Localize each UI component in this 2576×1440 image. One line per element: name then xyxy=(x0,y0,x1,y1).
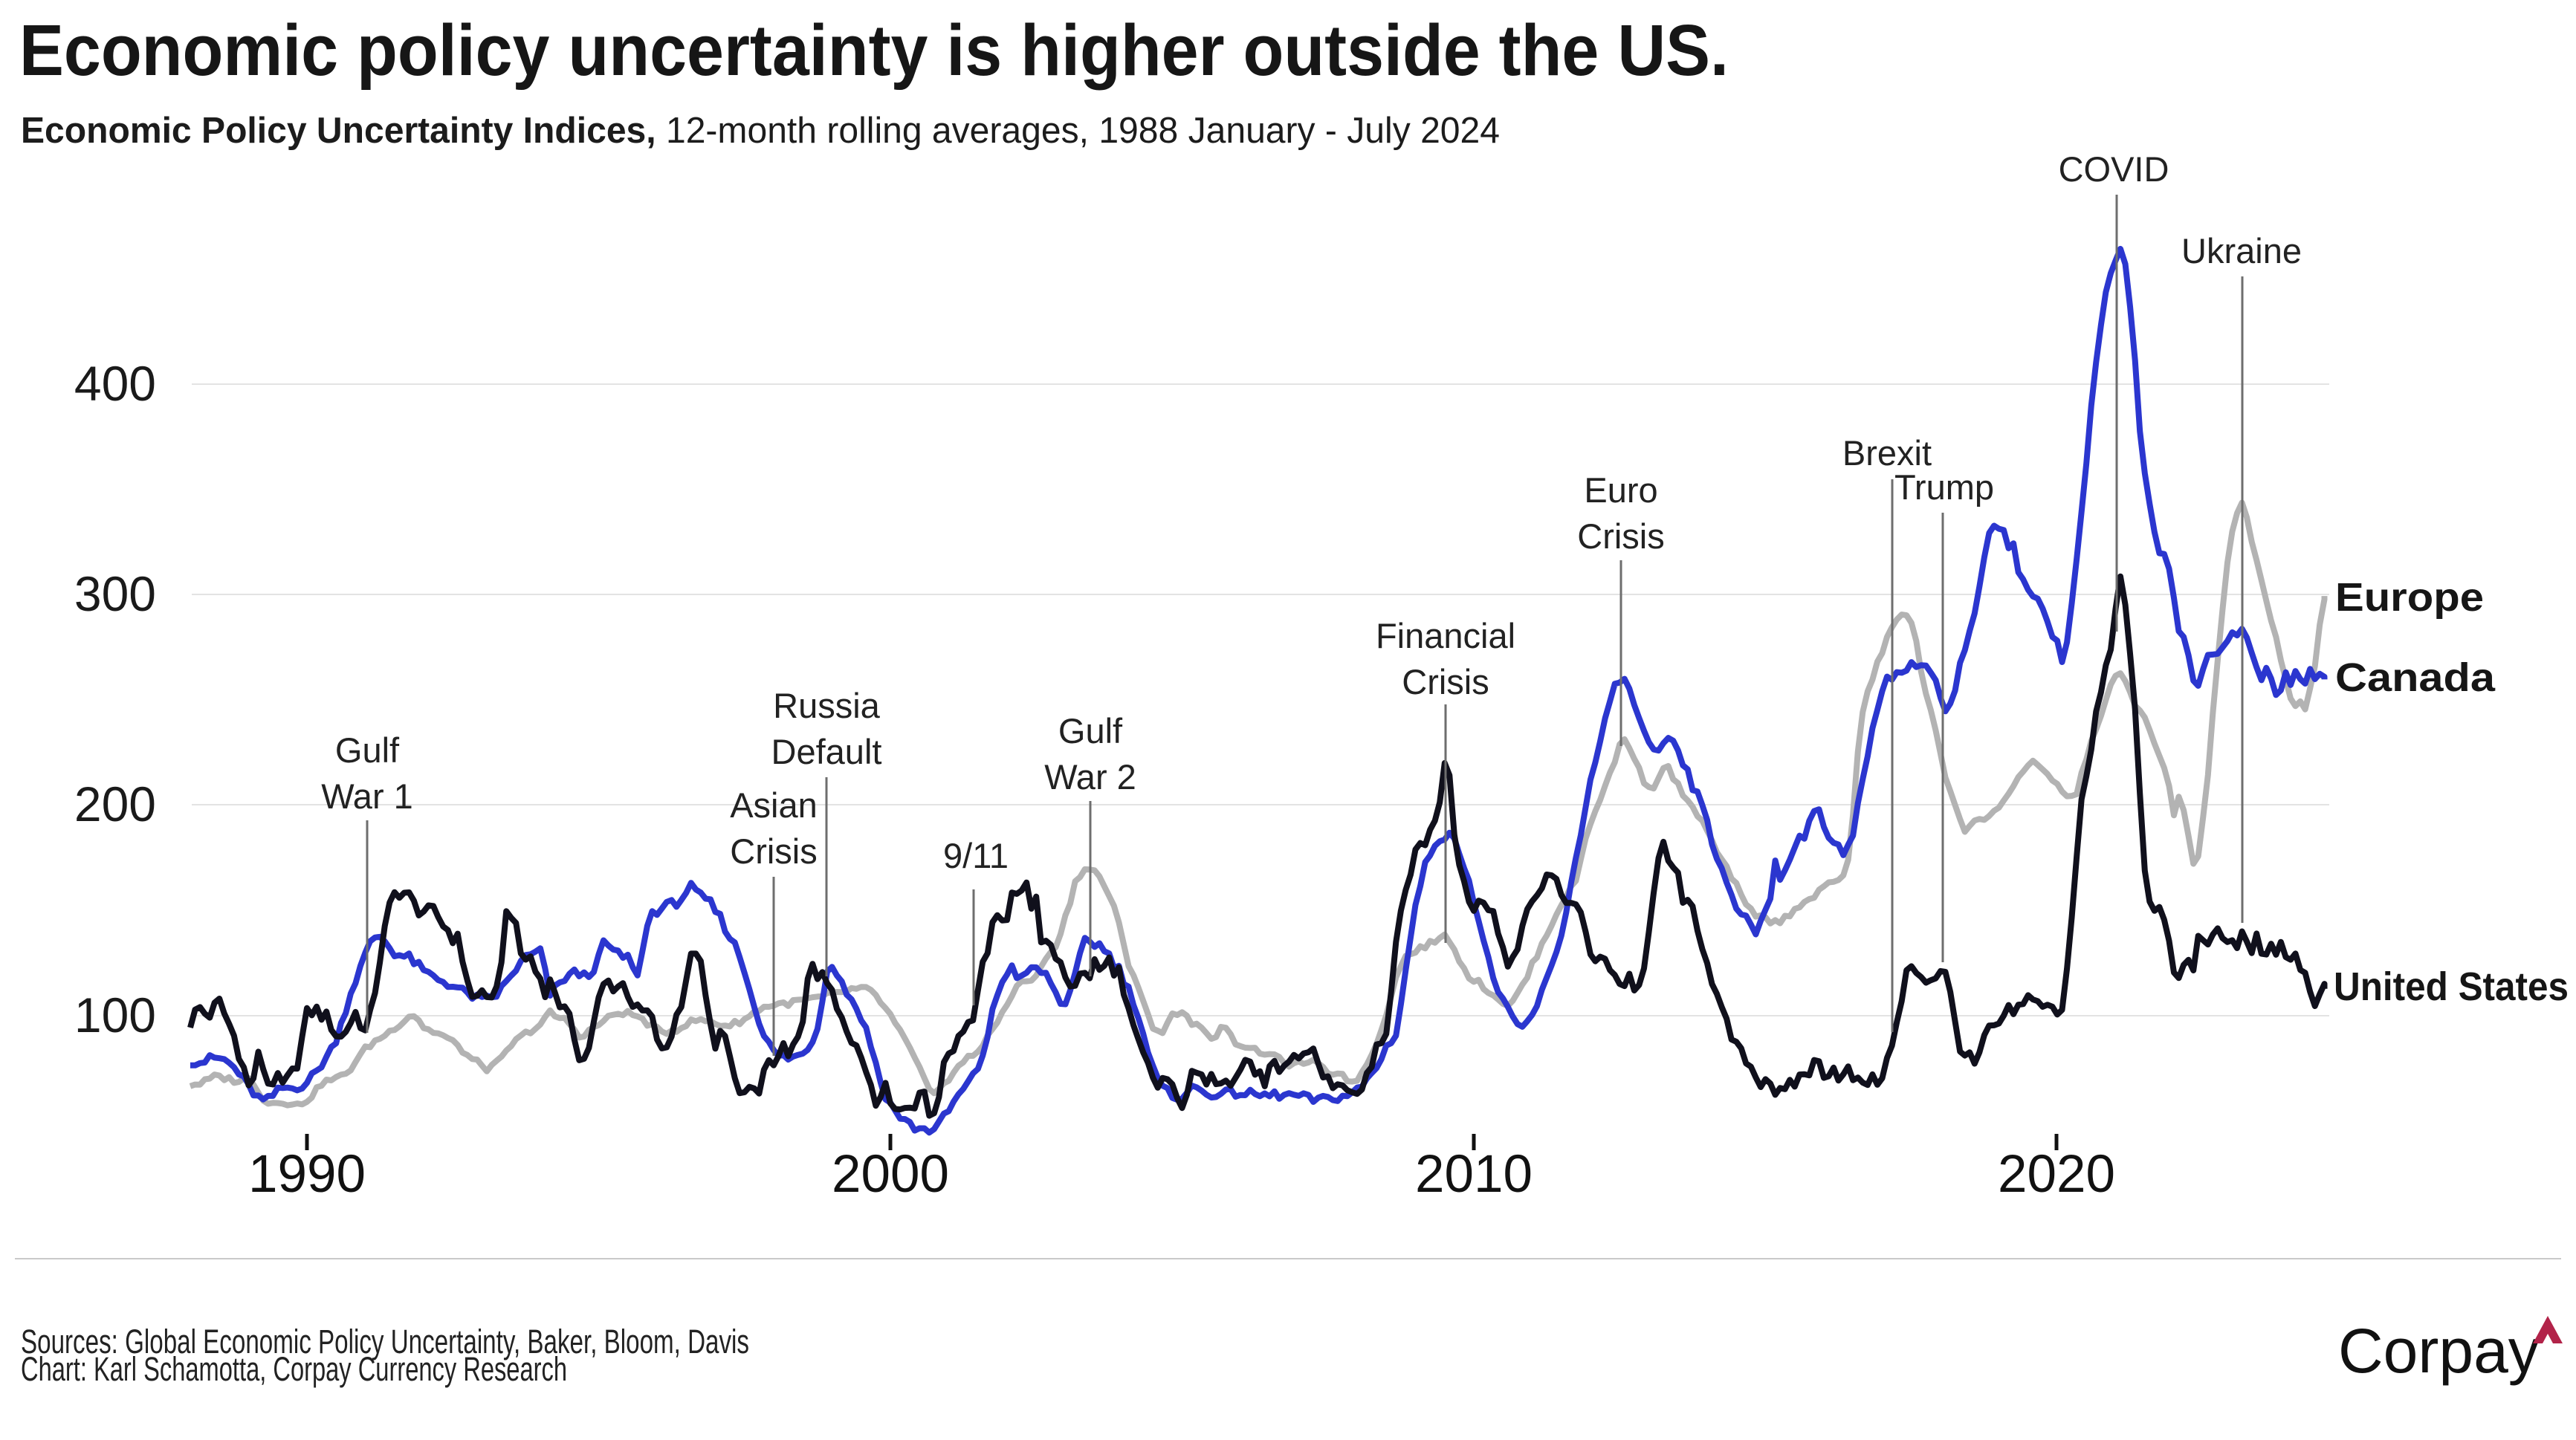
svg-text:Euro: Euro xyxy=(1584,470,1657,510)
svg-text:Canada: Canada xyxy=(2335,655,2496,700)
svg-text:Financial: Financial xyxy=(1376,616,1515,655)
svg-text:9/11: 9/11 xyxy=(943,836,1009,875)
svg-text:War 1: War 1 xyxy=(321,776,413,816)
svg-text:Gulf: Gulf xyxy=(1058,711,1123,750)
svg-text:COVID: COVID xyxy=(2059,149,2169,189)
svg-text:Crisis: Crisis xyxy=(1577,516,1664,556)
svg-text:Chart: Karl Schamotta, Corpay: Chart: Karl Schamotta, Corpay Currency R… xyxy=(21,1350,567,1388)
svg-text:1990: 1990 xyxy=(248,1145,366,1204)
svg-text:200: 200 xyxy=(74,776,156,831)
svg-text:War 2: War 2 xyxy=(1044,757,1136,797)
svg-text:Crisis: Crisis xyxy=(730,831,817,871)
svg-text:Asian: Asian xyxy=(730,785,818,825)
svg-text:Crisis: Crisis xyxy=(1402,662,1489,701)
svg-text:2020: 2020 xyxy=(1998,1145,2115,1204)
svg-text:Economic policy uncertainty is: Economic policy uncertainty is higher ou… xyxy=(19,10,1729,91)
svg-text:100: 100 xyxy=(74,987,156,1042)
svg-text:Brexit: Brexit xyxy=(1842,433,1932,473)
svg-text:Gulf: Gulf xyxy=(335,730,400,770)
svg-text:Russia: Russia xyxy=(773,686,881,725)
svg-text:Trump: Trump xyxy=(1894,467,1994,507)
svg-text:United States: United States xyxy=(2334,964,2569,1009)
svg-text:Corpay: Corpay xyxy=(2338,1316,2540,1386)
svg-text:Default: Default xyxy=(771,732,882,771)
svg-text:Europe: Europe xyxy=(2335,575,2484,620)
svg-text:Economic Policy Uncertainty In: Economic Policy Uncertainty Indices, 12-… xyxy=(21,111,1500,151)
svg-text:Ukraine: Ukraine xyxy=(2181,231,2302,270)
svg-text:2010: 2010 xyxy=(1415,1145,1533,1204)
svg-text:300: 300 xyxy=(74,566,156,621)
svg-text:Sources: Global Economic Polic: Sources: Global Economic Policy Uncertai… xyxy=(21,1323,749,1360)
svg-text:2000: 2000 xyxy=(832,1145,949,1204)
svg-text:400: 400 xyxy=(74,356,156,411)
